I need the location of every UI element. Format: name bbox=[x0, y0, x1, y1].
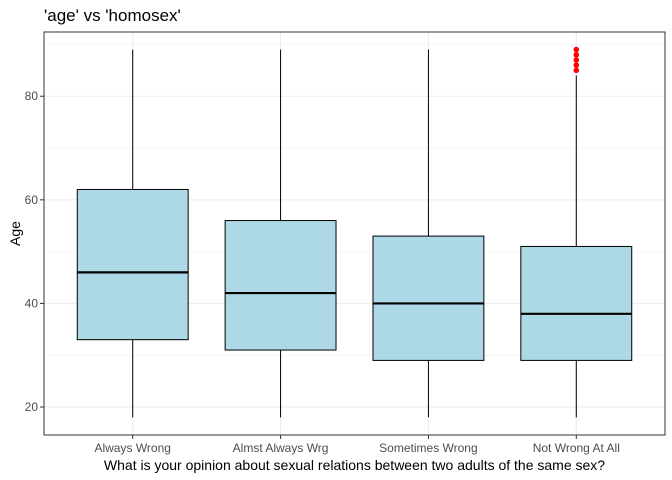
box-layer bbox=[76, 46, 633, 418]
outlier-point bbox=[573, 51, 580, 58]
y-tick-label: 20 bbox=[25, 400, 39, 414]
box-group bbox=[520, 46, 633, 418]
x-tick-label: Not Wrong At All bbox=[533, 441, 620, 455]
outlier-point bbox=[573, 46, 580, 53]
box-group bbox=[372, 49, 485, 418]
box-body bbox=[76, 188, 189, 341]
x-tick-label: Sometimes Wrong bbox=[379, 441, 477, 455]
box-body bbox=[520, 245, 633, 361]
axis-layer: 20 40 60 80 Always Wrong Almst Always Wrg Some… bbox=[25, 89, 620, 455]
x-tick-label: Almst Always Wrg bbox=[233, 441, 329, 455]
y-tick-label: 80 bbox=[25, 89, 39, 103]
outlier-point bbox=[573, 57, 580, 63]
outlier-point bbox=[573, 67, 580, 74]
box-group bbox=[76, 49, 189, 418]
chart-title: 'age' vs 'homosex' bbox=[44, 6, 181, 25]
y-axis-title: Age bbox=[7, 221, 23, 246]
x-tick-label: Always Wrong bbox=[94, 441, 170, 455]
y-tick-label: 60 bbox=[25, 193, 39, 207]
box-body bbox=[372, 235, 485, 361]
y-tick-label: 40 bbox=[25, 296, 39, 310]
outlier-point bbox=[573, 62, 580, 68]
panel-border bbox=[43, 31, 666, 436]
x-axis-title: What is your opinion about sexual relati… bbox=[104, 457, 605, 473]
box-body bbox=[224, 220, 337, 351]
box-group bbox=[224, 49, 337, 418]
